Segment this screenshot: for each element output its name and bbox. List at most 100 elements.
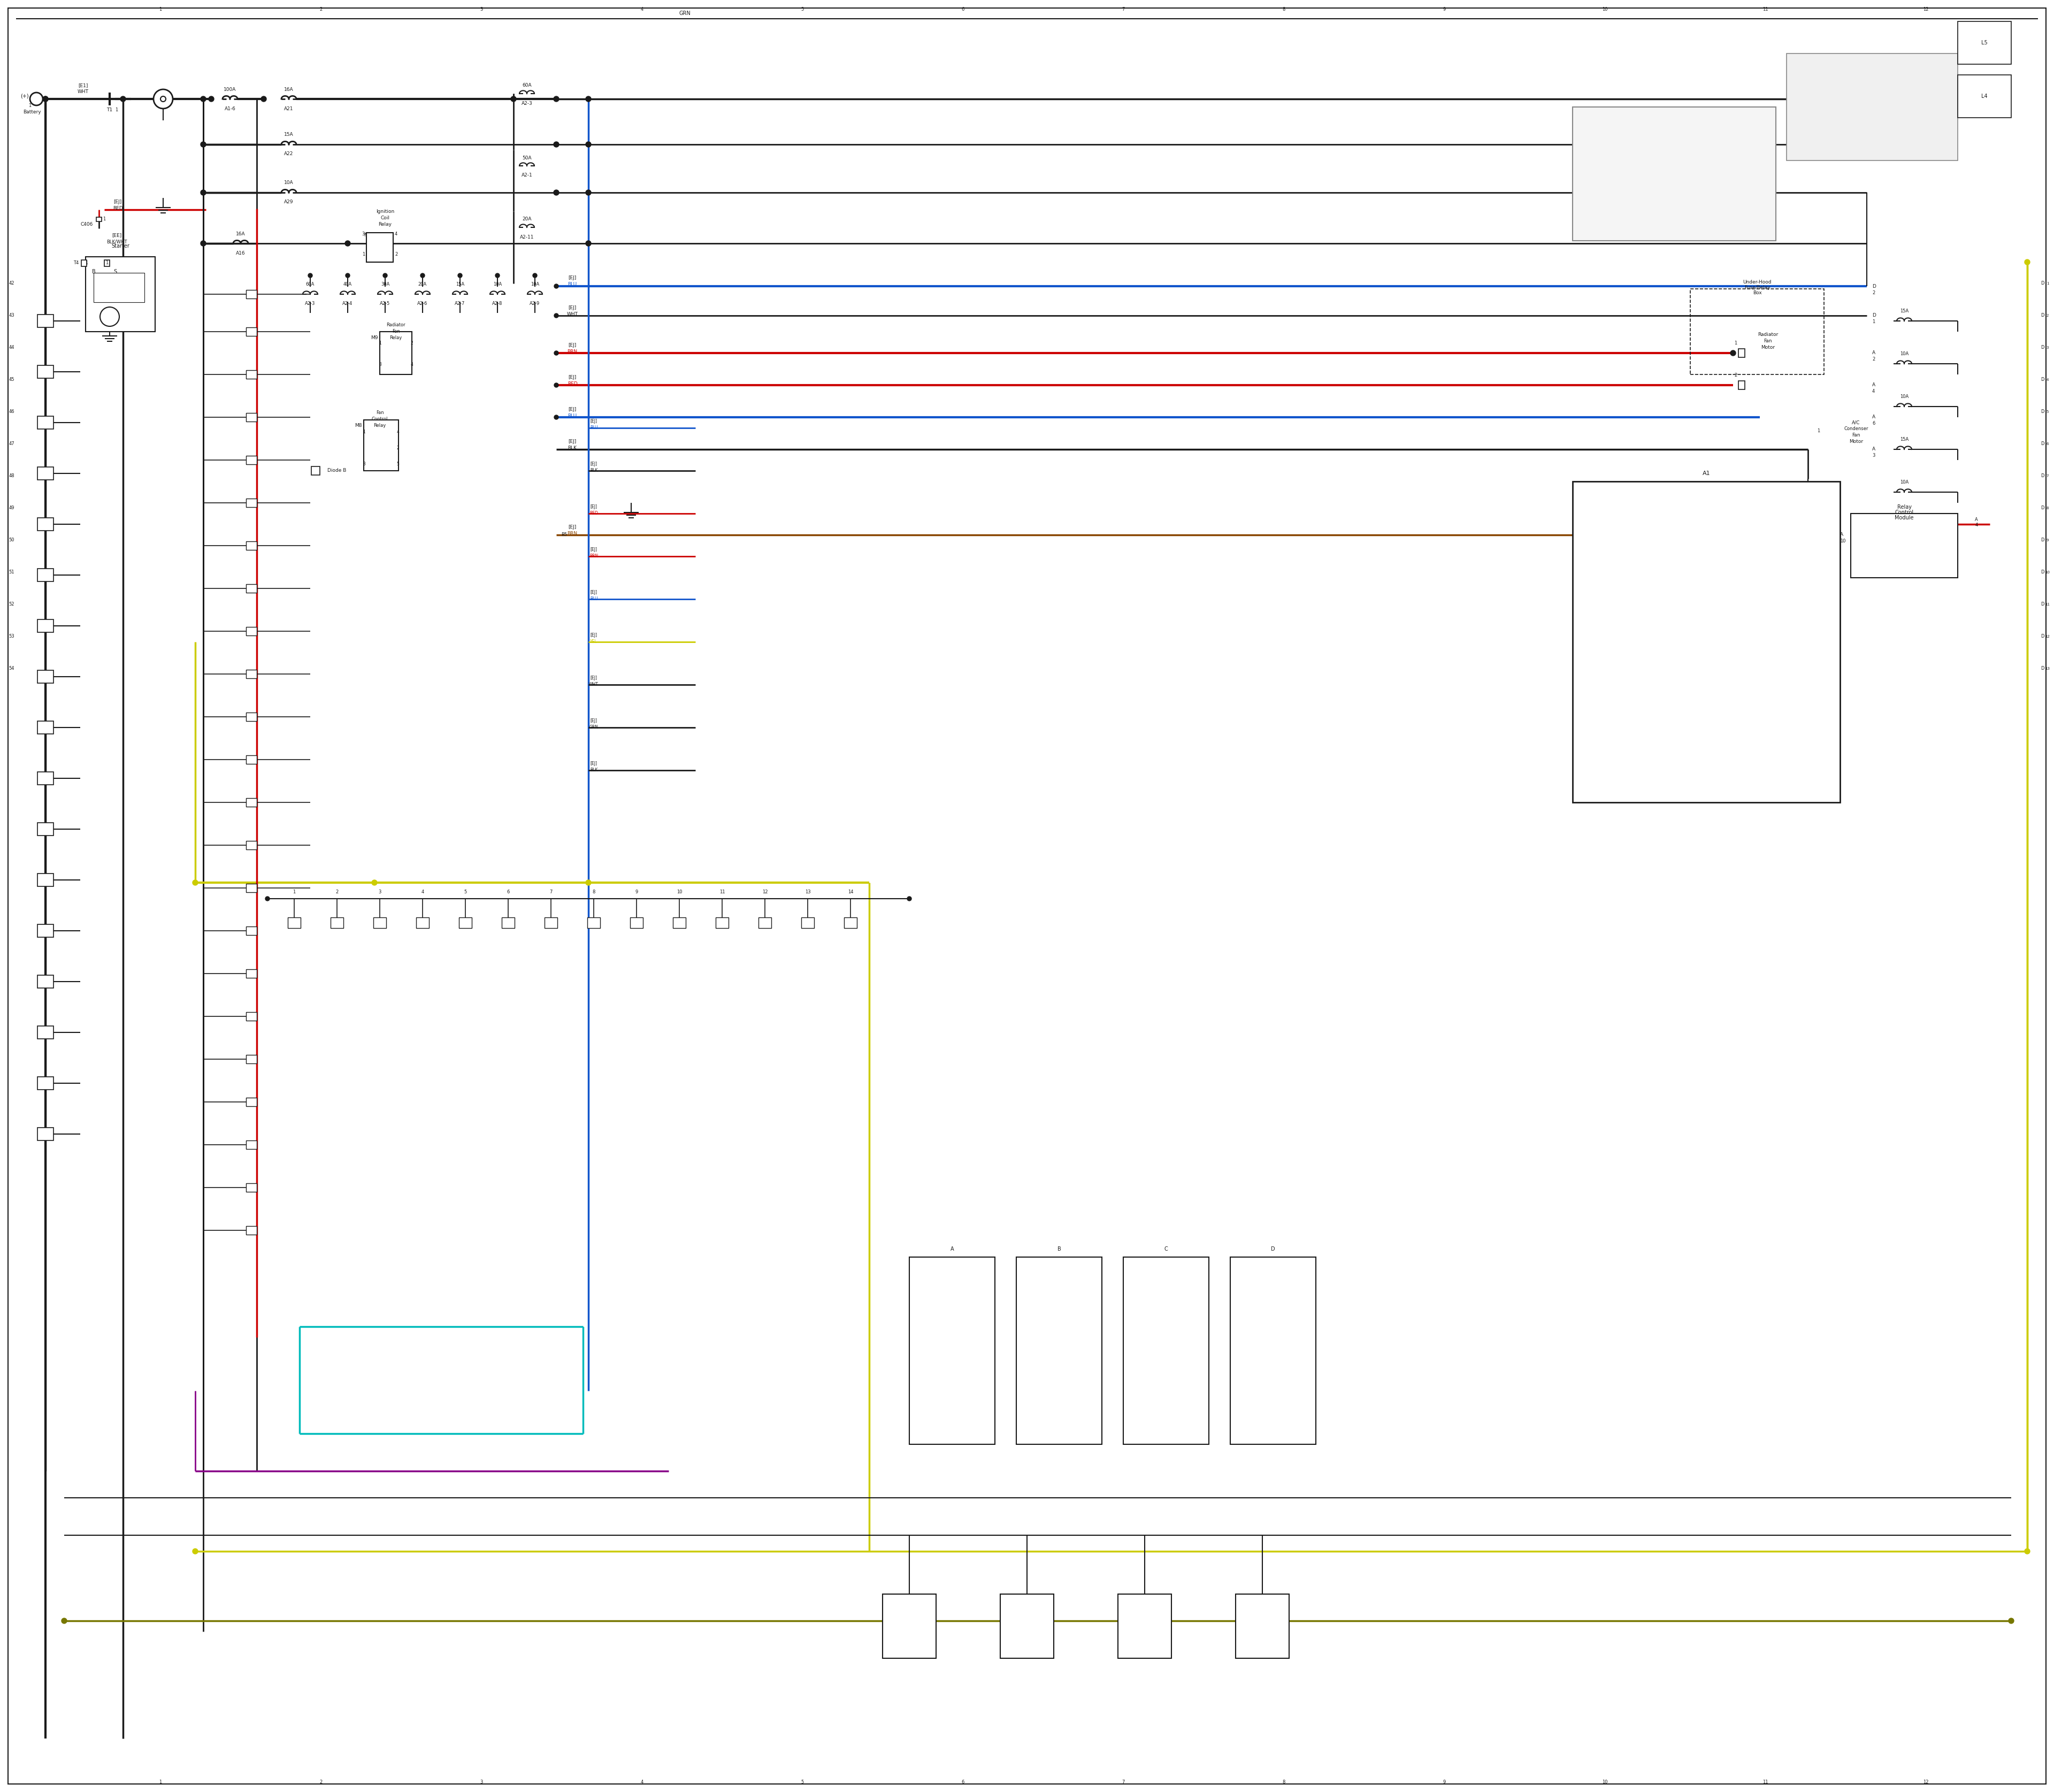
Text: YEL: YEL <box>589 640 598 645</box>
Text: 20A: 20A <box>522 217 532 222</box>
Bar <box>246 328 257 335</box>
Bar <box>501 918 516 928</box>
Bar <box>715 918 729 928</box>
Text: Control: Control <box>372 418 388 421</box>
Bar <box>288 918 300 928</box>
Bar <box>1124 1256 1210 1444</box>
Text: 4: 4 <box>411 362 413 367</box>
Text: D: D <box>2040 538 2044 543</box>
Bar <box>417 918 429 928</box>
Bar <box>1957 22 2011 65</box>
Circle shape <box>555 97 559 102</box>
Text: 4: 4 <box>1871 389 1875 394</box>
Text: L4: L4 <box>1982 93 1988 99</box>
Circle shape <box>62 1618 68 1624</box>
Text: 10: 10 <box>1602 1779 1608 1785</box>
Text: 2: 2 <box>320 1779 322 1785</box>
Text: Fuse/Relay: Fuse/Relay <box>1744 285 1771 290</box>
Text: D: D <box>2040 314 2044 317</box>
Bar <box>246 926 257 935</box>
Text: 50: 50 <box>8 538 14 543</box>
Text: 8: 8 <box>1282 1779 1286 1785</box>
Text: D: D <box>2040 281 2044 287</box>
Text: A2-9: A2-9 <box>530 301 540 306</box>
Circle shape <box>2025 260 2029 265</box>
Text: 7: 7 <box>1121 1779 1126 1785</box>
Bar <box>37 416 53 428</box>
Text: 10: 10 <box>1602 7 1608 13</box>
Bar <box>844 918 857 928</box>
Text: T1: T1 <box>107 108 113 113</box>
Text: G301: G301 <box>1810 489 1822 495</box>
Text: Under-Hood: Under-Hood <box>1744 280 1771 285</box>
Text: 7: 7 <box>550 891 553 894</box>
Text: M9: M9 <box>372 335 378 340</box>
Text: Condenser: Condenser <box>1844 426 1869 432</box>
Bar <box>246 584 257 593</box>
Bar <box>246 1098 257 1106</box>
Circle shape <box>555 285 559 289</box>
Text: BRN: BRN <box>567 530 577 536</box>
Circle shape <box>201 190 205 195</box>
Text: A: A <box>951 1247 953 1253</box>
Text: 9: 9 <box>2046 539 2048 541</box>
Bar <box>246 455 257 464</box>
Text: RED: RED <box>113 206 123 210</box>
Bar <box>246 969 257 978</box>
Text: 5: 5 <box>801 7 803 13</box>
Text: Radiator: Radiator <box>1758 332 1779 337</box>
Text: 4: 4 <box>394 231 398 237</box>
Text: M: M <box>107 314 113 319</box>
Text: RED: RED <box>589 511 598 516</box>
Bar <box>37 568 53 581</box>
Bar <box>1957 75 2011 118</box>
Text: GRN: GRN <box>589 726 598 729</box>
Text: 4: 4 <box>1976 523 1978 527</box>
Text: 1: 1 <box>1871 319 1875 324</box>
Text: BLU: BLU <box>589 425 598 430</box>
Bar <box>246 713 257 720</box>
Text: 46: 46 <box>8 410 14 414</box>
Text: BRN: BRN <box>589 554 598 559</box>
Bar <box>883 1595 937 1658</box>
Text: B: B <box>1058 1247 1062 1253</box>
Text: BLK/WHT: BLK/WHT <box>107 240 127 244</box>
Circle shape <box>210 97 214 102</box>
Text: L5: L5 <box>1982 39 1988 45</box>
Text: A: A <box>1871 414 1875 419</box>
Text: D: D <box>1271 1247 1276 1253</box>
Text: 3: 3 <box>378 891 382 894</box>
Bar <box>37 1027 53 1039</box>
Bar <box>246 1226 257 1235</box>
Text: 6: 6 <box>961 1779 963 1785</box>
Text: 49: 49 <box>8 505 14 511</box>
Bar <box>246 371 257 378</box>
Text: 100A: 100A <box>224 88 236 91</box>
Circle shape <box>585 240 592 246</box>
Bar <box>37 873 53 887</box>
Bar <box>1000 1595 1054 1658</box>
Text: 15A: 15A <box>283 133 294 138</box>
Text: 8: 8 <box>592 891 596 894</box>
Text: A: A <box>1871 446 1875 452</box>
Text: 6: 6 <box>507 891 509 894</box>
Text: 4: 4 <box>641 7 643 13</box>
Text: 53: 53 <box>8 634 14 640</box>
Bar <box>758 918 772 928</box>
Text: 6: 6 <box>961 7 963 13</box>
Text: 1: 1 <box>29 102 31 108</box>
Text: 5: 5 <box>396 462 398 466</box>
Bar <box>1237 1595 1290 1658</box>
Text: 12: 12 <box>762 891 768 894</box>
Circle shape <box>2025 1548 2029 1554</box>
Bar <box>801 918 813 928</box>
Text: RED: RED <box>567 382 577 385</box>
Text: 11: 11 <box>719 891 725 894</box>
Text: 7: 7 <box>2046 475 2048 478</box>
Circle shape <box>555 314 559 317</box>
Text: 10A: 10A <box>493 281 501 287</box>
Text: [EJ]: [EJ] <box>569 342 577 348</box>
Bar <box>82 260 86 267</box>
Text: 47: 47 <box>8 441 14 446</box>
Bar <box>37 1077 53 1090</box>
